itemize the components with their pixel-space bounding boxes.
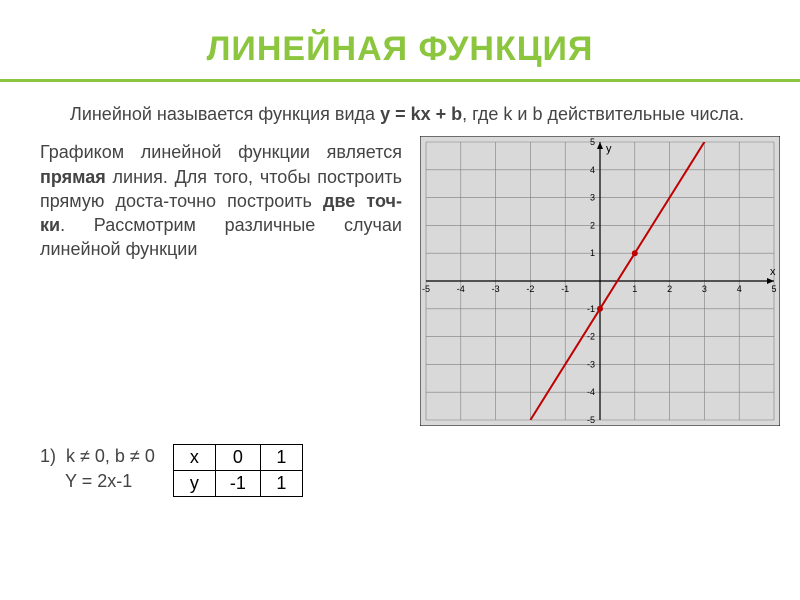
intro-suffix: , где k и b действительные числа. [462,104,744,124]
svg-text:3: 3 [590,193,595,203]
svg-text:-3: -3 [492,284,500,294]
svg-text:-5: -5 [587,415,595,425]
table-cell: 1 [260,445,302,471]
svg-text:2: 2 [667,284,672,294]
intro-prefix: Линейной называется функция вида [70,104,380,124]
page-title: ЛИНЕЙНАЯ ФУНКЦИЯ [0,0,800,73]
intro-formula: y = kx + b [380,104,462,124]
svg-text:-1: -1 [561,284,569,294]
svg-text:x: x [770,266,776,278]
table-cell: 1 [260,471,302,497]
table-cell: -1 [215,471,260,497]
svg-text:-4: -4 [457,284,465,294]
table-row: x 0 1 [173,445,302,471]
svg-text:-2: -2 [526,284,534,294]
content-row: Графиком линейной функции является пряма… [0,136,800,426]
intro-paragraph: Линейной называется функция вида y = kx … [0,82,800,136]
table-row: y -1 1 [173,471,302,497]
desc-part3: . Рассмотрим различные случаи линейной ф… [40,215,402,259]
svg-text:y: y [606,143,612,155]
svg-text:-1: -1 [587,304,595,314]
chart-svg: -5 -4 -3 -2 -1 1 2 3 4 5 -5 -4 -3 -2 -1 1 2 3 4 5 x y [420,136,780,426]
case-equation: Y = 2x-1 [65,471,132,491]
svg-text:5: 5 [771,284,776,294]
svg-text:5: 5 [590,137,595,147]
value-table: x 0 1 y -1 1 [173,444,303,497]
svg-text:2: 2 [590,221,595,231]
case-condition: k ≠ 0, b ≠ 0 [66,446,155,466]
case-1: 1) k ≠ 0, b ≠ 0 Y = 2x-1 [40,444,155,494]
svg-text:-4: -4 [587,387,595,397]
svg-text:-3: -3 [587,360,595,370]
table-header-y: y [173,471,215,497]
svg-text:3: 3 [702,284,707,294]
svg-text:4: 4 [737,284,742,294]
table-cell: 0 [215,445,260,471]
table-header-x: x [173,445,215,471]
description-paragraph: Графиком линейной функции является пряма… [40,136,402,426]
case-index: 1) [40,446,56,466]
svg-text:1: 1 [590,248,595,258]
svg-text:-5: -5 [422,284,430,294]
linear-function-chart: -5 -4 -3 -2 -1 1 2 3 4 5 -5 -4 -3 -2 -1 1 2 3 4 5 x y [420,136,780,426]
svg-text:4: 4 [590,165,595,175]
title-text: ЛИНЕЙНАЯ ФУНКЦИЯ [207,30,594,68]
svg-text:1: 1 [632,284,637,294]
desc-part1: Графиком линейной функции является [40,142,402,162]
footer-row: 1) k ≠ 0, b ≠ 0 Y = 2x-1 x 0 1 y -1 1 [0,426,800,497]
svg-text:-2: -2 [587,332,595,342]
desc-bold1: прямая [40,167,106,187]
